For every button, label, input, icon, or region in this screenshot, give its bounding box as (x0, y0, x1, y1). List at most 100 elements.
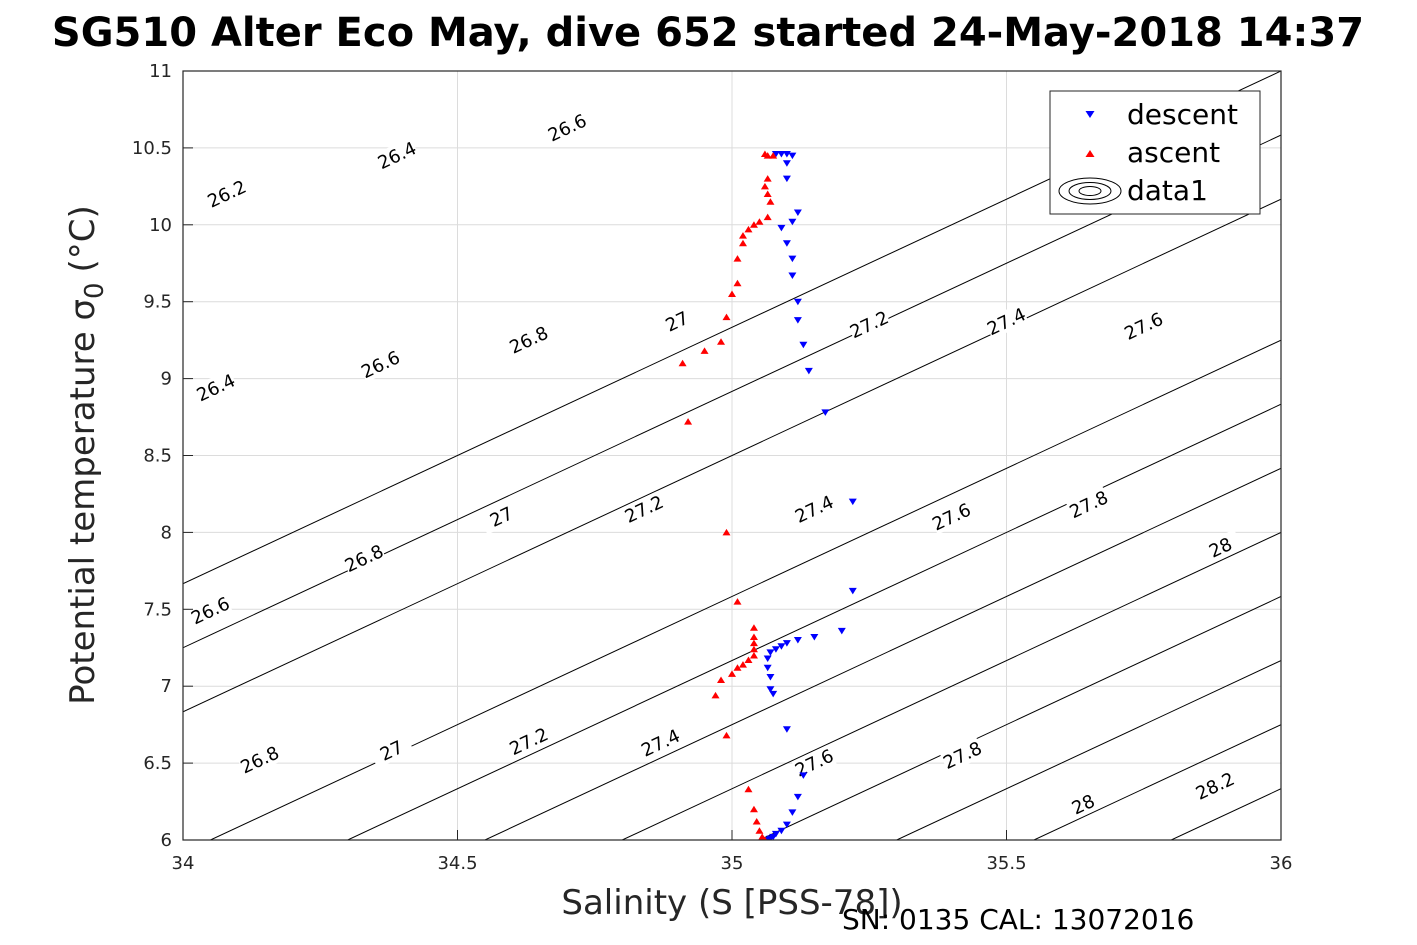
contour-label-bg (637, 724, 683, 761)
contour-label-bg (1192, 767, 1238, 804)
descent-point (782, 726, 791, 733)
descent-point (766, 649, 775, 656)
ascent-point (749, 805, 758, 813)
x-tick-label: 36 (1270, 853, 1293, 874)
descent-point (777, 643, 786, 650)
ascent-point (749, 651, 758, 659)
contour-label-bg (1066, 486, 1112, 523)
contour-label-bg (654, 303, 700, 340)
ascent-point (717, 338, 726, 345)
legend-item-data1[interactable]: data1 (1058, 174, 1208, 207)
contour-label-bg (544, 109, 590, 146)
y-axis-label-group: Potential temperature σ0 (°C) (63, 205, 110, 705)
ascent-point (717, 676, 726, 684)
descent-point (771, 646, 780, 653)
ascent-point (760, 182, 769, 190)
descent-point (793, 298, 802, 306)
contour-ellipse-icon (1058, 177, 1122, 205)
y-tick-label: 10.5 (132, 138, 172, 159)
descent-point (799, 341, 808, 349)
data-series (678, 150, 857, 840)
y-tick-label: 7 (161, 676, 172, 697)
ascent-point (769, 152, 778, 159)
sensor-calibration-footer: SN: 0135 CAL: 13072016 (842, 903, 1194, 936)
y-tick-label: 9 (161, 369, 172, 390)
descent-point (788, 809, 797, 816)
contour-label-bg (341, 540, 387, 577)
ascent-point (744, 225, 753, 233)
descent-point (782, 240, 791, 247)
descent-point (799, 772, 808, 779)
contour-label-bg (846, 306, 892, 343)
contour-label-bg (506, 723, 552, 760)
ascent-point (749, 221, 758, 228)
contour-label-bg (374, 137, 420, 174)
y-tick-label: 9.5 (143, 292, 172, 313)
descent-point (782, 175, 791, 183)
ascent-point (749, 639, 758, 647)
legend-item-descent[interactable]: descent (1085, 98, 1238, 131)
x-tick-label: 34 (172, 853, 195, 874)
contour-label-bg (506, 321, 552, 358)
legend-item-ascent[interactable]: ascent (1085, 136, 1221, 169)
contour-label-bg (791, 744, 837, 781)
ascent-point (744, 656, 753, 664)
descent-point (793, 317, 802, 324)
y-tick-label: 6.5 (143, 753, 172, 774)
x-tick-label: 34.5 (437, 853, 477, 874)
y-axis-label-main: Potential temperature σ (63, 299, 103, 705)
ascent-point (684, 418, 693, 425)
contour-label-bg (1120, 307, 1167, 344)
descent-point (848, 498, 857, 506)
descent-point (793, 637, 802, 644)
contour-label-bg (791, 490, 837, 527)
descent-point (810, 633, 819, 641)
ascent-point (763, 190, 772, 198)
contour-label-bg (368, 732, 414, 769)
descent-point (771, 151, 780, 158)
descent-point (821, 409, 830, 416)
y-axis-label-subscript: 0 (80, 282, 110, 299)
ascent-point (752, 818, 761, 825)
contour-label-bg (193, 369, 239, 406)
ascent-point (763, 175, 772, 182)
isopycnal-line (484, 467, 1281, 840)
ascent-point (738, 232, 747, 239)
isopycnal-line (183, 71, 1281, 585)
contour-label-bg (939, 736, 985, 773)
descent-point (788, 255, 797, 263)
contour-label-bg (478, 498, 524, 535)
ascent-point (749, 633, 758, 640)
descent-point (837, 627, 846, 635)
ascent-point (711, 691, 720, 699)
isopycnal-line (183, 198, 1281, 713)
ascent-point (749, 645, 758, 653)
descent-point (793, 793, 802, 801)
ascent-point (755, 218, 764, 225)
ascent-point (733, 255, 742, 262)
series-ascent (678, 150, 778, 840)
descent-point (766, 686, 775, 693)
y-tick-label: 11 (149, 61, 172, 82)
contour-label-bg (357, 346, 403, 383)
ascent-point (762, 836, 768, 840)
y-tick-label: 8.5 (143, 446, 172, 467)
y-axis-label-unit: (°C) (63, 205, 103, 272)
isopycnal-line (759, 595, 1281, 840)
ascent-point (722, 528, 731, 536)
blue-triangle-down-icon (1085, 111, 1095, 118)
descent-point (763, 664, 772, 672)
ascent-point (738, 239, 747, 247)
ascent-point (733, 598, 742, 605)
descent-point (782, 640, 791, 647)
isopycnal-line (210, 339, 1281, 840)
legend[interactable]: descent ascent data1 (1049, 90, 1261, 215)
descent-point (769, 690, 778, 698)
ascent-point (766, 198, 775, 205)
ascent-point (700, 347, 709, 354)
contour-label-bg (928, 498, 974, 535)
ascent-point (678, 359, 687, 367)
x-axis-label: Salinity (S [PSS-78]) (561, 883, 902, 923)
descent-point (804, 367, 813, 375)
ascent-point (763, 213, 772, 221)
